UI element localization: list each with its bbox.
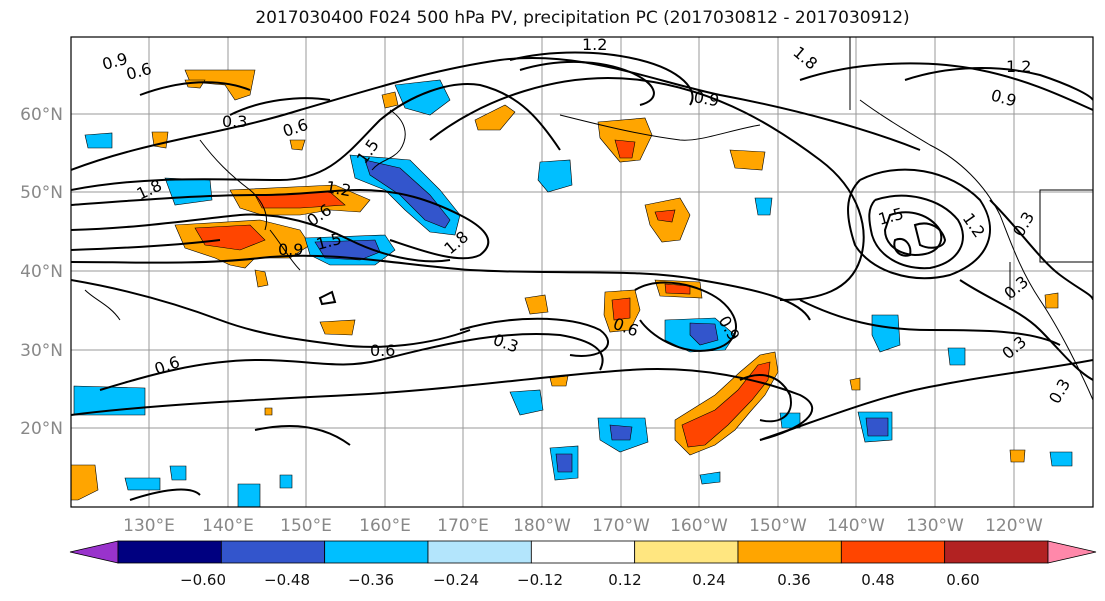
contour-label: 0.3 [222, 112, 247, 131]
lon-label: 180°W [513, 516, 571, 536]
contour-label: 0.9 [692, 87, 720, 110]
lon-label: 140°W [827, 516, 885, 536]
colorbar-tick-labels: −0.60 −0.48 −0.36 −0.24 −0.12 0.12 0.24 … [180, 571, 980, 589]
pv-contours [71, 51, 1093, 501]
lat-label: 40°N [20, 262, 63, 282]
latitude-labels: 60°N 50°N 40°N 30°N 20°N [20, 105, 63, 439]
colorbar-segment [427, 540, 532, 564]
lon-label: 130°W [906, 516, 964, 536]
map-title: 2017030400 F024 500 hPa PV, precipitatio… [255, 8, 910, 28]
colorbar-tick: −0.48 [264, 571, 310, 589]
longitude-labels: 130°E 140°E 150°E 160°E 170°E 180°W 170°… [123, 516, 1043, 536]
colorbar-segment [737, 540, 842, 564]
contour-label: 1.2 [582, 35, 607, 54]
colorbar-segment [944, 540, 1049, 564]
lon-label: 160°E [359, 516, 411, 536]
precip-positive-areas [71, 69, 1059, 501]
colorbar-segment [530, 540, 636, 564]
colorbar-segment [117, 540, 222, 564]
map-frame [70, 36, 1094, 508]
lon-label: 130°E [123, 516, 175, 536]
contour-label: 1.2 [324, 177, 352, 200]
colorbar-tick: −0.60 [180, 571, 226, 589]
lon-label: 140°E [202, 516, 254, 536]
colorbar-segment [634, 540, 739, 564]
colorbar-tick: 0.48 [861, 571, 894, 589]
colorbar-tick: −0.24 [433, 571, 479, 589]
colorbar-tick: −0.12 [517, 571, 563, 589]
colorbar-extend-low [69, 540, 119, 564]
colorbar-segment [324, 540, 429, 564]
colorbar-segment [840, 540, 946, 564]
lat-label: 20°N [20, 419, 63, 439]
lon-label: 120°W [985, 516, 1043, 536]
contour-label: 1.2 [1006, 57, 1031, 76]
lat-label: 30°N [20, 341, 63, 361]
contour-label: 0.9 [278, 240, 303, 259]
colorbar-tick: 0.24 [692, 571, 725, 589]
lon-label: 150°E [280, 516, 332, 536]
lon-label: 160°W [670, 516, 728, 536]
contour-label: 0.6 [370, 341, 395, 360]
lat-label: 50°N [20, 183, 63, 203]
colorbar-tick: 0.36 [777, 571, 810, 589]
colorbar-tick: −0.36 [348, 571, 394, 589]
lon-label: 150°W [749, 516, 807, 536]
colorbar-tick: 0.60 [946, 571, 979, 589]
lon-label: 170°E [437, 516, 489, 536]
colorbar-tick: 0.12 [608, 571, 641, 589]
lon-label: 170°W [592, 516, 650, 536]
lat-label: 60°N [20, 105, 63, 125]
colorbar-extend-high [1047, 540, 1097, 564]
colorbar-segment [220, 540, 326, 564]
colorbar [69, 540, 1097, 564]
coastlines [84, 37, 1093, 401]
